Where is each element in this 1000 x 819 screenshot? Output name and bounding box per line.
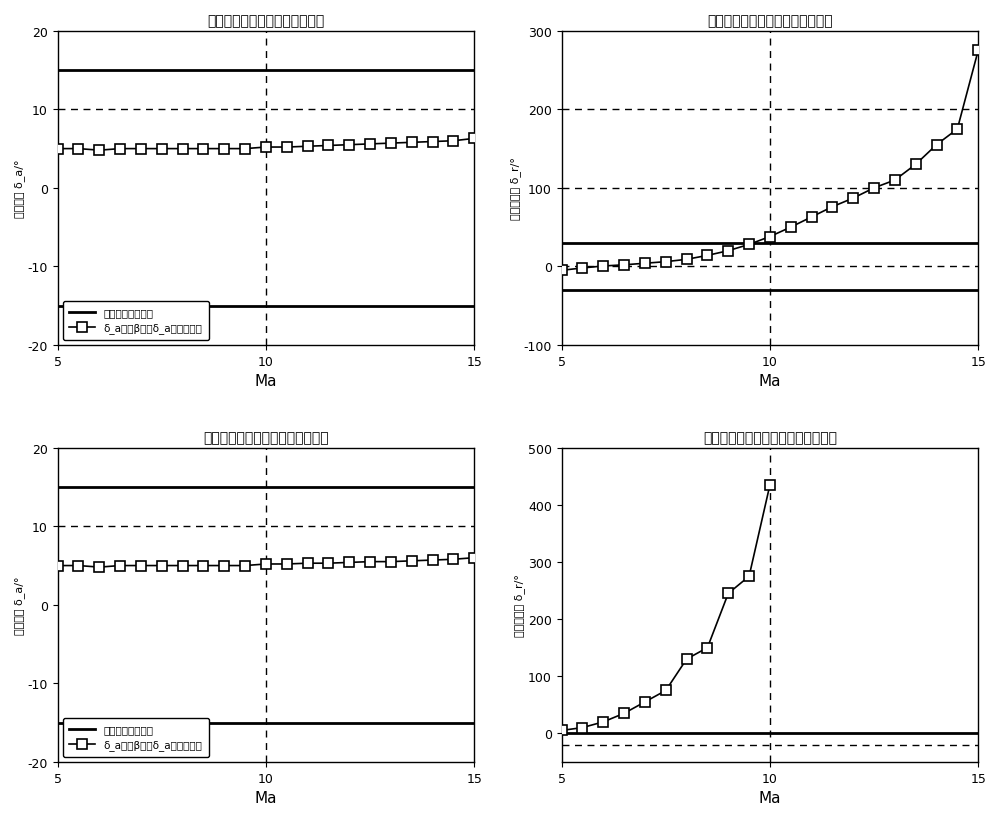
- X-axis label: Ma: Ma: [759, 373, 781, 389]
- Title: 副翼诱导侧滑策略方向舵偏量需求: 副翼诱导侧滑策略方向舵偏量需求: [707, 14, 833, 28]
- Legend: 副翼可用偏量范围, δ_a诱导β策略δ_a总偏量需求: 副翼可用偏量范围, δ_a诱导β策略δ_a总偏量需求: [63, 301, 209, 340]
- X-axis label: Ma: Ma: [255, 790, 277, 805]
- Legend: 副翼可用偏量范围, δ_a诱导β策略δ_a总偏量需求: 副翼可用偏量范围, δ_a诱导β策略δ_a总偏量需求: [63, 718, 209, 757]
- Title: 方向舵诱导侧滑策略方向舵偏量需求: 方向舵诱导侧滑策略方向舵偏量需求: [703, 430, 837, 444]
- Y-axis label: 副翼偏量 δ_a/°: 副翼偏量 δ_a/°: [14, 160, 25, 218]
- X-axis label: Ma: Ma: [759, 790, 781, 805]
- Title: 方向舵诱导侧滑策略副翼偏量需求: 方向舵诱导侧滑策略副翼偏量需求: [203, 430, 329, 444]
- Y-axis label: 方向舵偏量 δ_r/°: 方向舵偏量 δ_r/°: [510, 157, 521, 220]
- Y-axis label: 方向舵偏量 δ_r/°: 方向舵偏量 δ_r/°: [514, 573, 525, 636]
- Title: 副翼诱导侧滑策略副翼偏量需求: 副翼诱导侧滑策略副翼偏量需求: [207, 14, 325, 28]
- X-axis label: Ma: Ma: [255, 373, 277, 389]
- Y-axis label: 副翼偏量 δ_a/°: 副翼偏量 δ_a/°: [14, 576, 25, 634]
